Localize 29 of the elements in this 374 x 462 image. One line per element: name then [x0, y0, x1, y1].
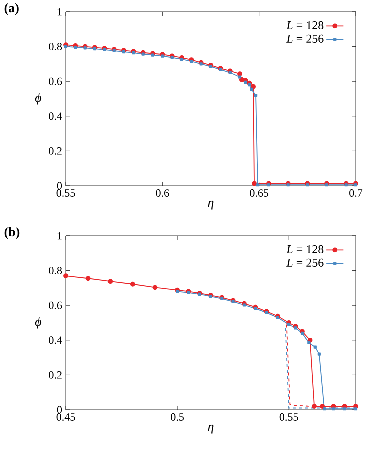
x-tick-label: 0.7: [350, 190, 363, 197]
x-axis-title: η: [208, 424, 214, 434]
chart-title: (b): [4, 227, 20, 240]
y-axis-title: ϕ: [35, 317, 42, 329]
y-axis-title: ϕ: [35, 93, 42, 105]
y-tick-label: 0.6: [49, 78, 62, 86]
x-tick-label: 0.55: [56, 190, 76, 197]
chart-title: (a): [4, 3, 19, 16]
y-tick-label: 1: [58, 232, 62, 240]
x-tick-label: 0.6: [156, 190, 170, 197]
y-tick-label: 0.8: [49, 267, 62, 275]
y-tick-label: 0.2: [49, 147, 62, 155]
y-tick-label: 0.8: [49, 43, 62, 51]
x-axis-title: η: [208, 200, 214, 210]
x-tick-label: 0.55: [280, 414, 298, 422]
legend-label: L = 128: [286, 245, 324, 254]
legend-label: L = 128: [286, 21, 324, 30]
y-tick-label: 0: [57, 406, 62, 414]
y-tick-label: 1: [58, 8, 62, 16]
y-tick-label: 0.4: [49, 336, 62, 344]
y-tick-label: 0.2: [49, 371, 62, 379]
y-tick-label: 0.4: [49, 112, 62, 120]
y-tick-label: 0.6: [49, 302, 62, 310]
x-tick-label: 0.45: [56, 414, 76, 422]
legend-label: L = 256: [286, 34, 324, 43]
legend-label: L = 256: [286, 258, 324, 267]
x-tick-label: 0.65: [250, 190, 269, 197]
y-tick-label: 0: [57, 182, 62, 190]
x-tick-label: 0.5: [171, 414, 184, 422]
